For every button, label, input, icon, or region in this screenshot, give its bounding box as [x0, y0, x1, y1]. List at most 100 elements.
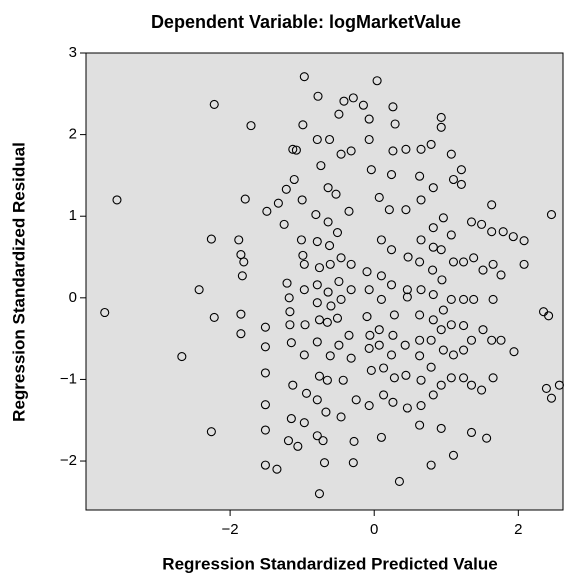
- point: [296, 235, 306, 245]
- point: [428, 390, 438, 400]
- point: [301, 388, 312, 398]
- y-tick-label: 1: [69, 207, 77, 224]
- point: [366, 165, 376, 175]
- point: [428, 265, 438, 275]
- point: [272, 464, 282, 474]
- point: [344, 206, 354, 216]
- point: [388, 397, 398, 407]
- point: [519, 236, 529, 246]
- point: [446, 320, 456, 330]
- point: [281, 184, 291, 194]
- point: [509, 347, 519, 357]
- point: [260, 425, 270, 435]
- point: [469, 253, 479, 263]
- point: [297, 195, 307, 205]
- point: [448, 450, 459, 460]
- point: [346, 259, 356, 269]
- point: [312, 395, 322, 405]
- point: [346, 146, 356, 156]
- point: [348, 458, 358, 468]
- point: [298, 250, 308, 260]
- point: [299, 418, 309, 428]
- point: [401, 370, 411, 380]
- point: [246, 121, 256, 131]
- point: [339, 96, 349, 106]
- point: [313, 91, 323, 101]
- point: [112, 195, 122, 205]
- point: [478, 265, 488, 275]
- point: [209, 312, 219, 322]
- point: [288, 380, 298, 390]
- point: [323, 183, 333, 193]
- point: [416, 235, 426, 245]
- point: [384, 205, 394, 215]
- point: [446, 373, 456, 383]
- point: [416, 144, 426, 154]
- chart-title: Dependent Variable: logMarketValue: [151, 12, 461, 32]
- point: [288, 144, 298, 154]
- point: [194, 285, 204, 295]
- x-axis-label: Regression Standardized Predicted Value: [162, 554, 497, 573]
- point: [234, 235, 244, 245]
- point: [349, 436, 359, 447]
- point: [541, 383, 551, 393]
- point: [415, 335, 425, 345]
- point: [346, 285, 356, 295]
- point: [456, 165, 466, 175]
- point: [311, 210, 321, 220]
- point: [376, 235, 386, 245]
- point: [456, 179, 466, 189]
- point: [332, 313, 343, 323]
- point: [364, 285, 374, 295]
- point: [374, 340, 384, 350]
- point: [466, 427, 477, 438]
- point: [326, 301, 336, 311]
- point: [351, 395, 361, 405]
- point: [546, 210, 557, 220]
- point: [348, 93, 358, 103]
- point: [262, 206, 272, 216]
- point: [289, 174, 299, 185]
- point: [366, 365, 376, 376]
- point: [285, 320, 295, 330]
- point: [478, 325, 488, 335]
- point: [293, 441, 303, 451]
- point: [498, 227, 508, 237]
- point: [436, 112, 446, 123]
- plot-area: [85, 52, 564, 511]
- point: [436, 122, 446, 132]
- point: [334, 276, 344, 287]
- point: [336, 294, 346, 305]
- point: [312, 134, 322, 145]
- point: [364, 134, 374, 145]
- point: [260, 400, 270, 410]
- point: [477, 219, 487, 229]
- point: [379, 363, 389, 373]
- point: [448, 257, 459, 267]
- point: [446, 149, 456, 159]
- point: [299, 350, 309, 360]
- point: [260, 342, 270, 352]
- point: [239, 257, 249, 267]
- point: [314, 371, 325, 381]
- point: [376, 271, 386, 281]
- point: [437, 275, 447, 285]
- point: [415, 257, 425, 267]
- point: [260, 368, 270, 378]
- point: [508, 232, 518, 242]
- point: [466, 380, 477, 390]
- point: [322, 375, 332, 385]
- point: [438, 345, 448, 355]
- point: [273, 198, 283, 208]
- point: [519, 259, 529, 269]
- point: [323, 217, 333, 227]
- point: [236, 329, 246, 339]
- point: [496, 270, 506, 280]
- point: [323, 287, 333, 297]
- point: [448, 350, 459, 360]
- point: [386, 245, 397, 255]
- point: [459, 257, 469, 267]
- point: [376, 432, 386, 442]
- point: [428, 183, 438, 193]
